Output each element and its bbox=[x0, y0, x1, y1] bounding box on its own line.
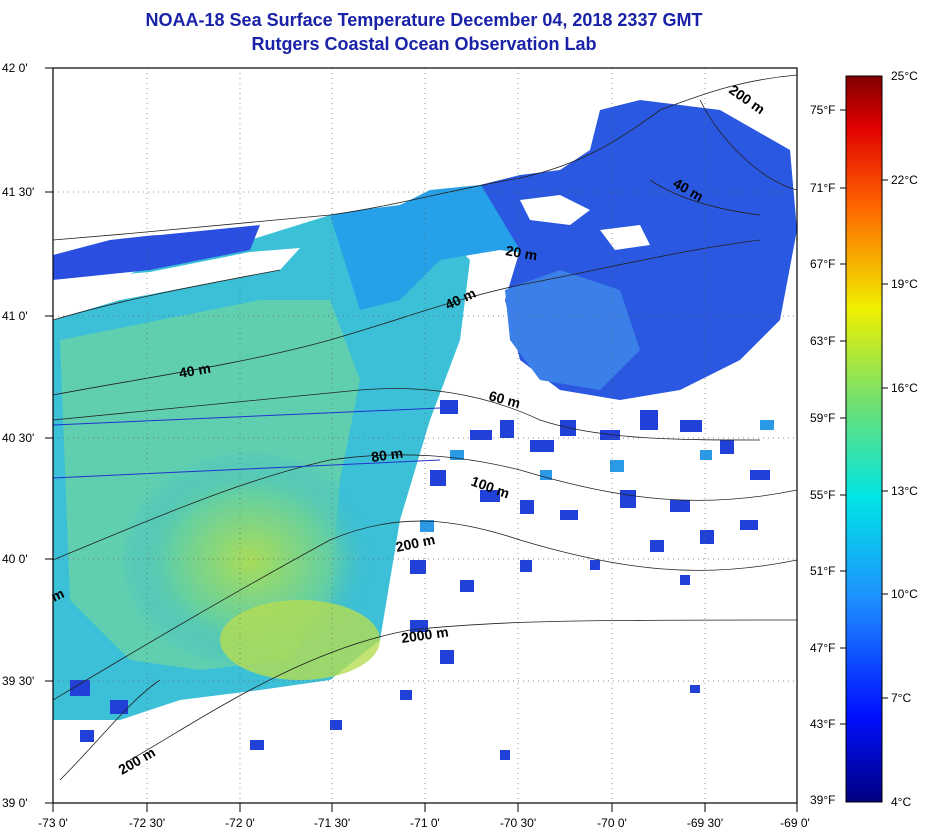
map-title: NOAA-18 Sea Surface Temperature December… bbox=[145, 10, 703, 30]
lat-label: 39 30' bbox=[2, 674, 35, 688]
lon-label: -71 0' bbox=[410, 816, 440, 830]
fahrenheit-label: 67°F bbox=[810, 257, 836, 271]
transect-lines bbox=[52, 407, 441, 479]
celsius-label: 13°C bbox=[891, 484, 918, 498]
fahrenheit-label: 39°F bbox=[810, 793, 836, 807]
colorbar-ticks bbox=[840, 109, 888, 725]
graticule bbox=[53, 68, 797, 803]
celsius-label: 22°C bbox=[891, 173, 918, 187]
colorbar bbox=[845, 75, 883, 803]
isobath-label: 200 m bbox=[116, 744, 158, 778]
lat-label: 40 0' bbox=[2, 552, 28, 566]
lon-label: -72 0' bbox=[225, 816, 255, 830]
fahrenheit-label: 55°F bbox=[810, 488, 836, 502]
lat-label: 42 0' bbox=[2, 61, 28, 75]
fahrenheit-label: 63°F bbox=[810, 334, 836, 348]
celsius-label: 10°C bbox=[891, 587, 918, 601]
fahrenheit-label: 71°F bbox=[810, 181, 836, 195]
isobath-label: m bbox=[49, 585, 67, 605]
celsius-label: 4°C bbox=[891, 795, 912, 809]
lon-label: -73 0' bbox=[38, 816, 68, 830]
tick-marks bbox=[45, 67, 798, 812]
isobath-label: 200 m bbox=[394, 531, 436, 555]
isobath-label: 40 m bbox=[178, 360, 212, 381]
map-subtitle: Rutgers Coastal Ocean Observation Lab bbox=[251, 34, 597, 54]
isobath-label: 20 m bbox=[504, 242, 538, 263]
isobath-label: 80 m bbox=[370, 445, 404, 465]
lon-label: -69 0' bbox=[780, 816, 810, 830]
lon-label: -69 30' bbox=[686, 816, 724, 830]
celsius-label: 19°C bbox=[891, 277, 918, 291]
isobath-label: 2000 m bbox=[400, 624, 449, 646]
fahrenheit-label: 51°F bbox=[810, 564, 836, 578]
isobath-lines bbox=[53, 74, 797, 781]
lat-label: 41 30' bbox=[2, 185, 35, 199]
celsius-label: 16°C bbox=[891, 381, 918, 395]
celsius-label: 7°C bbox=[891, 691, 912, 705]
fahrenheit-label: 47°F bbox=[810, 641, 836, 655]
lat-label: 40 30' bbox=[2, 431, 35, 445]
fahrenheit-label: 43°F bbox=[810, 717, 836, 731]
isobath-label: 60 m bbox=[487, 387, 522, 411]
lon-label: -71 30' bbox=[313, 816, 351, 830]
fahrenheit-label: 75°F bbox=[810, 103, 836, 117]
fahrenheit-label: 59°F bbox=[810, 411, 836, 425]
lon-label: -70 0' bbox=[597, 816, 627, 830]
lon-label: -70 30' bbox=[499, 816, 537, 830]
lon-label: -72 30' bbox=[128, 816, 166, 830]
celsius-label: 25°C bbox=[891, 69, 918, 83]
lat-label: 39 0' bbox=[2, 796, 28, 810]
lat-label: 41 0' bbox=[2, 309, 28, 323]
